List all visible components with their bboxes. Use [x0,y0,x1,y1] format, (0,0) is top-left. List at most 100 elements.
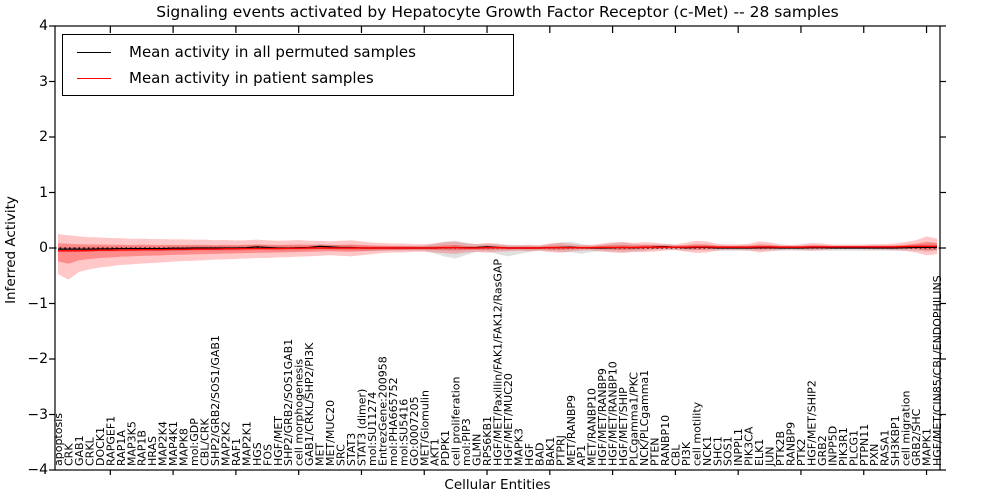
x-tick-label: SHP2/GRB2/SOS1GAB1 [282,339,295,466]
permuted-line-swatch [77,51,111,53]
x-tick-label: HGF/MET/CIN85/CBL/ENDOPHILINS [931,275,944,466]
y-tick-label: −2 [27,351,48,367]
x-tick-label: MET/MUC20 [324,400,337,466]
x-tick-label: STAT3 (dimer) [355,389,368,466]
x-tick-label: AP1 [575,445,588,466]
x-tick-label: HGF/MET/MUC20 [502,373,515,466]
x-tick-label: INPP5D [826,426,839,466]
x-tick-label: HGF/MET/SHIP2 [805,380,818,466]
x-tick-label: HGF/MET/Paxillin/FAK1/FAK12/RasGAP [492,259,505,466]
x-tick-label: HGF/MET/RANBP9 [596,368,609,466]
x-tick-label: PDPK1 [439,430,452,466]
x-tick-label: GO:0007205 [408,396,421,466]
x-tick-label: PTK2B [774,431,787,466]
y-tick-label: −3 [27,406,48,423]
x-tick-label: HGF/MET/RANBP10 [607,361,620,466]
x-tick-label: PXN [868,444,881,466]
x-tick-label: SHC1 [711,436,724,466]
permuted-range-band [58,240,937,259]
x-tick-label: PTEN [648,437,661,466]
x-tick-label: SOS1 [722,436,735,466]
x-tick-label: MET [314,443,327,466]
x-tick-label: mol:SU11274 [366,392,379,466]
x-tick-label: RASA1 [879,430,892,466]
x-tick-label: MAP2K4 [157,421,170,466]
legend-entry-permuted: Mean activity in all permuted samples [73,39,503,65]
y-tick-label: 3 [39,73,48,90]
x-tick-label: DOCK1 [94,427,107,466]
x-tick-label: PLCgamma1/PKC [628,372,641,466]
x-tick-label: GLMN [471,434,484,466]
x-tick-label: PIK3R1 [837,427,850,466]
y-tick-label: 2 [39,129,48,145]
x-tick-label: GAB1 [73,435,86,466]
x-tick-label: BAD [533,442,546,466]
legend: Mean activity in all permuted samples Me… [62,34,514,96]
x-tick-label: GRB2/SHC [910,408,923,466]
x-tick-label: mol:GDP [188,418,201,466]
legend-label: Mean activity in all permuted samples [129,43,416,61]
x-tick-label: RPS6KB1 [481,416,494,466]
x-tick-label: CBL [669,444,682,466]
x-tick-label: MAP3K5 [125,421,138,466]
x-tick-label: MET/Glomulin [418,390,431,466]
chart-title: Signaling events activated by Hepatocyte… [156,3,839,21]
x-tick-label: MAP4K1 [167,421,180,466]
x-tick-label: PLCG1 [847,430,860,466]
x-tick-label: RANBP10 [659,415,672,466]
patient-line-swatch [77,77,111,79]
x-tick-label: PTK2 [795,438,808,466]
x-tick-label: mol:SU5416 [397,399,410,466]
patient-range-outer-band [58,234,937,280]
x-tick-label: NCK/PLCgamma1 [638,370,651,466]
x-tick-label: MAPK3 [512,428,525,466]
x-tick-label: cell morphogenesis [293,359,306,466]
y-tick-label: 4 [39,18,48,34]
x-tick-label: cell migration [900,390,913,466]
x-axis-label: Cellular Entities [444,477,551,493]
x-tick-label: HGS [251,442,264,466]
x-tick-label: HGF [523,443,536,466]
x-tick-label: mol:PHA665752 [387,377,400,466]
x-tick-label: MAPK8 [178,428,191,466]
x-tick-label: SH3KBP1 [889,415,902,466]
x-tick-label: AKT1 [429,438,442,466]
x-tick-label: CRKL [83,436,96,466]
x-tick-label: SRC [335,444,348,466]
x-tick-label: MET/RANBP9 [565,395,578,466]
x-tick-label: GRB2 [816,435,829,466]
x-tick-label: PIK3CA [743,426,756,466]
y-tick-label: −1 [27,295,48,312]
patient-mean-line [58,245,937,252]
x-tick-label: RANBP9 [785,422,798,466]
x-tick-label: CRK [62,443,75,466]
x-tick-label: mol:PIP3 [460,418,473,466]
x-tick-label: ELK1 [753,439,766,466]
x-tick-label: NCK1 [701,436,714,466]
x-tick-label: HRAS [146,436,159,466]
x-tick-label: PI3K [680,441,693,466]
x-tick-label: CBL/CRK [199,418,212,466]
x-tick-label: RAF1 [230,438,243,466]
x-tick-label: GAB1/CRKL/SHP2/PI3K [303,342,316,466]
x-tick-label: JUN [764,446,777,467]
x-tick-label: MAP2K2 [219,421,232,466]
x-tick-label: RAP1B [136,430,149,466]
x-tick-label: PTPRJ [554,435,567,466]
x-tick-label: RAPGEF1 [104,416,117,466]
y-tick-label: −4 [27,462,48,478]
x-tick-label: MET/RANBP10 [586,388,599,466]
legend-entry-patient: Mean activity in patient samples [73,65,503,91]
y-tick-label: 0 [39,240,48,256]
x-tick-label: HGF/MET [272,416,285,466]
x-tick-label: PTPN11 [858,424,871,466]
x-tick-label: EntrezGene:200958 [376,356,389,466]
x-tick-label: MAP2K1 [240,421,253,466]
x-tick-label: MAPK1 [921,428,934,466]
x-tick-label: BAK1 [544,437,557,466]
legend-label: Mean activity in patient samples [129,69,374,87]
x-tick-label: INPPL1 [732,428,745,466]
x-tick-label: STAT3 [345,433,358,466]
